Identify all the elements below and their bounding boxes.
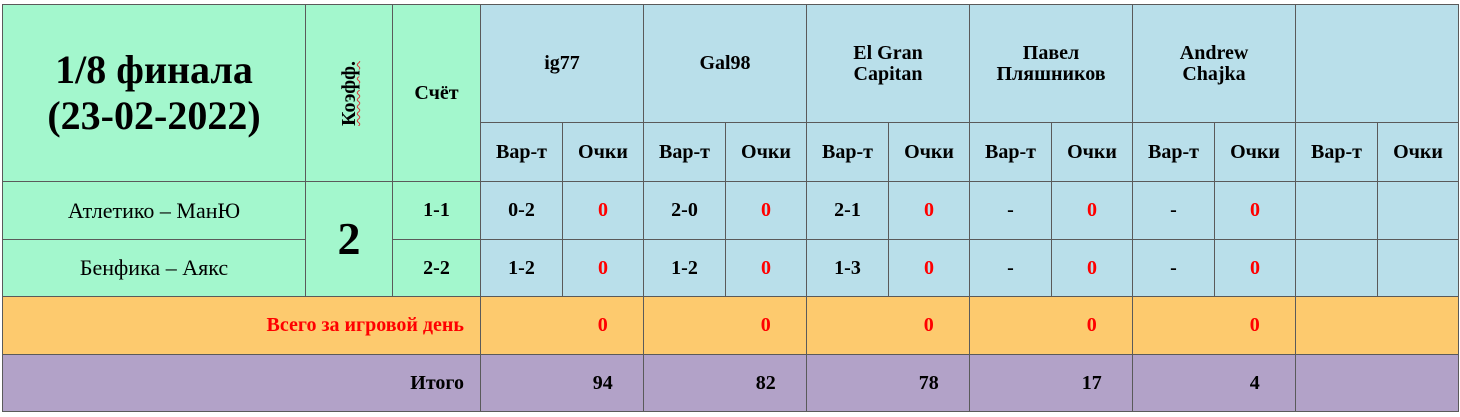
empty — [806, 296, 889, 355]
points: 0 — [887, 239, 971, 297]
points: 0 — [725, 239, 807, 297]
player-name — [1295, 4, 1460, 123]
empty — [480, 296, 563, 355]
match-name: Атлетико – МанЮ — [2, 181, 306, 240]
table-row: Атлетико – МанЮ 2 1-1 0-2 0 2-0 0 2-1 0-0-0 — [2, 181, 1460, 297]
total: 94 — [562, 354, 644, 412]
total-label: Итого — [2, 354, 481, 412]
subheader: Очки — [887, 122, 971, 182]
empty — [969, 296, 1052, 355]
empty — [1295, 239, 1379, 297]
day-total: 0 — [1051, 296, 1134, 355]
points: 0 — [887, 181, 971, 240]
empty — [1295, 354, 1378, 412]
player-name: El Gran Capitan — [805, 4, 971, 123]
points: 0 — [725, 181, 807, 240]
prediction: 2-1 — [806, 181, 889, 240]
prediction: 1-3 — [806, 239, 889, 297]
score-header: Счёт — [392, 4, 481, 182]
coef-header: Коэфф. — [305, 4, 393, 182]
prediction: 0-2 — [480, 181, 563, 240]
total: 78 — [888, 354, 971, 412]
day-total: 0 — [725, 296, 807, 355]
points: 0 — [562, 239, 644, 297]
empty — [1377, 354, 1460, 412]
subheader: Очки — [725, 122, 807, 182]
title: 1/8 финала (23-02-2022) — [2, 4, 306, 182]
empty — [1295, 296, 1378, 355]
subheader: Очки — [1377, 122, 1460, 182]
coef: 2 — [305, 181, 393, 297]
day-total: 0 — [1214, 296, 1297, 355]
empty — [1132, 296, 1215, 355]
results-table: 1/8 финала (23-02-2022) Коэфф. Счёт ig77 Gal… — [2, 4, 1460, 412]
table-row: Бенфика – Аякс 2-2 1-2 0 1-2 0 1-3 0-0-0 — [2, 239, 1460, 297]
prediction: 1-2 — [643, 239, 726, 297]
match-name: Бенфика – Аякс — [2, 239, 306, 297]
empty — [969, 354, 1052, 412]
table-row: Всего за игровой день 0 0 0 0 0 — [2, 296, 1460, 355]
subheader: Вар-т — [643, 122, 726, 182]
empty — [1377, 296, 1460, 355]
empty — [806, 354, 889, 412]
empty — [643, 354, 726, 412]
prediction: - — [969, 181, 1053, 240]
subheader: Очки — [1051, 122, 1134, 182]
prediction: - — [1132, 239, 1216, 297]
prediction: - — [969, 239, 1053, 297]
player-name: Gal98 — [643, 4, 807, 123]
prediction: - — [1132, 181, 1216, 240]
table-row: Итого 94 82 78 17 4 — [2, 354, 1460, 412]
table-row: Вар-т Очки Вар-т Очки Вар-т Очки Вар-т Очки Вар-… — [3, 122, 1460, 182]
player-name: Павел Пляшников — [969, 4, 1134, 123]
total: 4 — [1214, 354, 1297, 412]
empty — [1295, 181, 1379, 240]
total: 17 — [1051, 354, 1134, 412]
day-total: 0 — [888, 296, 971, 355]
day-label: Всего за игровой день — [2, 296, 481, 355]
prediction: 1-2 — [480, 239, 563, 297]
prediction: 2-0 — [643, 181, 726, 240]
subheader: Вар-т — [480, 122, 563, 182]
total: 82 — [725, 354, 807, 412]
empty — [643, 296, 726, 355]
points: 0 — [1214, 181, 1297, 240]
player-name: Andrew Chajka — [1132, 4, 1297, 123]
score: 1-1 — [392, 181, 481, 240]
subheader: Вар-т — [969, 122, 1053, 182]
subheader: Очки — [1214, 122, 1297, 182]
empty — [1377, 239, 1460, 297]
empty — [480, 354, 563, 412]
player-name: ig77 — [480, 4, 644, 123]
subheader: Вар-т — [1295, 122, 1379, 182]
subheader: Вар-т — [1132, 122, 1216, 182]
day-total: 0 — [562, 296, 644, 355]
empty — [1132, 354, 1215, 412]
points: 0 — [1051, 181, 1134, 240]
table-row: 1/8 финала (23-02-2022) Коэфф. Счёт ig77 Gal… — [2, 4, 1460, 182]
points: 0 — [1214, 239, 1297, 297]
empty — [1377, 181, 1460, 240]
subheader: Очки — [562, 122, 644, 182]
coef-header-text: Коэфф. — [337, 60, 360, 126]
points: 0 — [1051, 239, 1134, 297]
subheader: Вар-т — [806, 122, 889, 182]
points: 0 — [562, 181, 644, 240]
score: 2-2 — [392, 239, 481, 297]
